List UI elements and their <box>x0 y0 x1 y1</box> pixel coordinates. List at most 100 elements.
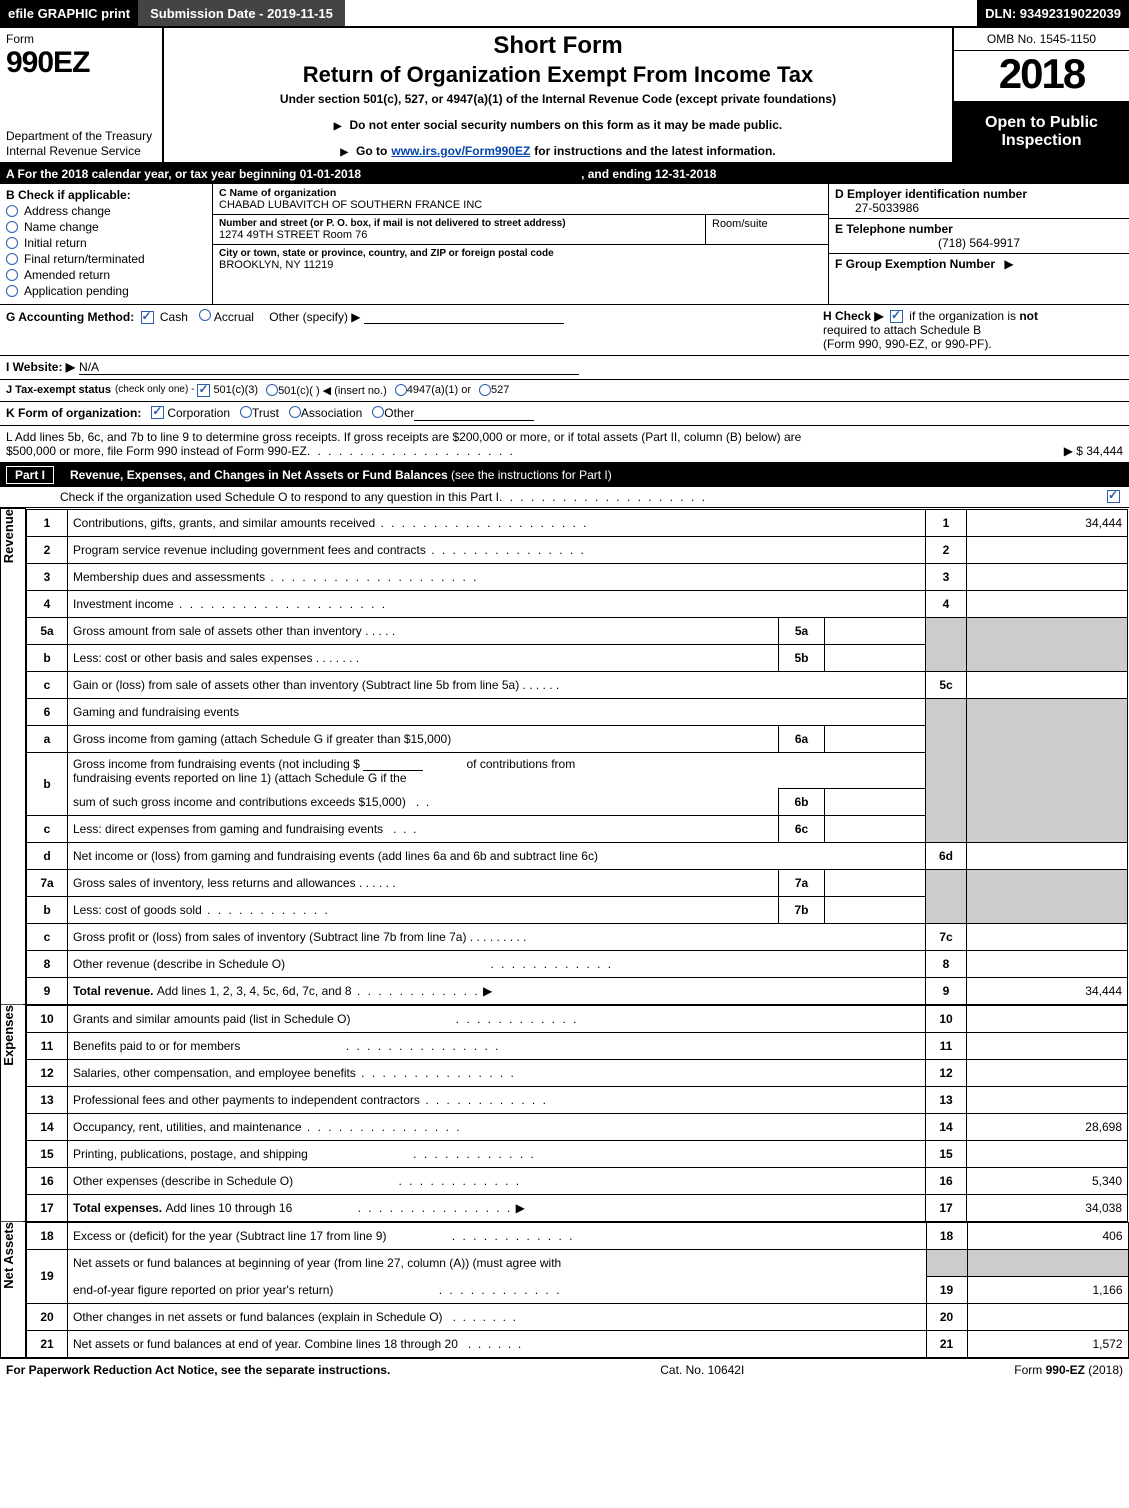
radio-trust[interactable] <box>240 406 252 418</box>
arrow-icon <box>334 118 346 132</box>
line-7a: 7a Gross sales of inventory, less return… <box>27 869 1128 896</box>
amt-5a <box>825 617 926 644</box>
amt-5b <box>825 644 926 671</box>
radio-501c[interactable] <box>266 384 278 396</box>
amt-12 <box>967 1059 1128 1086</box>
efile-label: efile GRAPHIC print <box>8 6 130 21</box>
line-17: 17 Total expenses. Add lines 10 through … <box>27 1194 1128 1221</box>
page-footer: For Paperwork Reduction Act Notice, see … <box>0 1358 1129 1381</box>
section-b-c-d: B Check if applicable: Address change Na… <box>0 184 1129 305</box>
other-specify-field[interactable] <box>364 309 564 324</box>
radio-name-change[interactable] <box>6 221 18 233</box>
part-1-table: Revenue 1 Contributions, gifts, grants, … <box>0 508 1129 1358</box>
gross-receipts-amount: $ 34,444 <box>1076 444 1123 458</box>
arrow-icon <box>340 144 352 158</box>
submission-date-button[interactable]: Submission Date - 2019-11-15 <box>138 0 345 26</box>
other-org-field[interactable] <box>414 406 534 421</box>
checkbox-h[interactable] <box>890 310 903 323</box>
open-to-public: Open to Public Inspection <box>954 102 1129 162</box>
line-2: 2 Program service revenue including gove… <box>27 536 1128 563</box>
line-21: 21 Net assets or fund balances at end of… <box>27 1330 1129 1357</box>
radio-amended-return[interactable] <box>6 269 18 281</box>
org-address: 1274 49TH STREET Room 76 <box>219 229 699 241</box>
radio-application-pending[interactable] <box>6 285 18 297</box>
footer-center: Cat. No. 10642I <box>660 1363 744 1377</box>
checkbox-corporation[interactable] <box>151 406 164 419</box>
addr-label: Number and street (or P. O. box, if mail… <box>219 218 695 229</box>
amt-16: 5,340 <box>967 1167 1128 1194</box>
amt-15 <box>967 1140 1128 1167</box>
radio-4947[interactable] <box>395 384 407 396</box>
amt-11 <box>967 1032 1128 1059</box>
radio-initial-return[interactable] <box>6 237 18 249</box>
i-website-row: I Website: ▶ N/A <box>0 356 1129 380</box>
g-label: G Accounting Method: <box>6 310 134 324</box>
h-check-box: H Check ▶ if the organization is not req… <box>813 309 1123 351</box>
line-1: 1 Contributions, gifts, grants, and simi… <box>27 509 1128 536</box>
part-1-label: Part I <box>6 466 54 484</box>
amt-20 <box>967 1303 1128 1330</box>
amt-2 <box>967 536 1128 563</box>
amt-9: 34,444 <box>967 977 1128 1004</box>
amt-1: 34,444 <box>967 509 1128 536</box>
line-20: 20 Other changes in net assets or fund b… <box>27 1303 1129 1330</box>
radio-accrual[interactable] <box>199 309 211 321</box>
footer-left: For Paperwork Reduction Act Notice, see … <box>6 1363 390 1377</box>
checkbox-schedule-o[interactable] <box>1107 490 1120 503</box>
amt-7a <box>825 869 926 896</box>
line-5a: 5a Gross amount from sale of assets othe… <box>27 617 1128 644</box>
radio-other-org[interactable] <box>372 406 384 418</box>
short-form-title: Short Form <box>493 32 622 60</box>
amt-14: 28,698 <box>967 1113 1128 1140</box>
amt-5c <box>967 671 1128 698</box>
line-9: 9 Total revenue. Add lines 1, 2, 3, 4, 5… <box>27 977 1128 1004</box>
header-left: Form 990EZ Department of the Treasury In… <box>0 28 164 162</box>
line-7c: c Gross profit or (loss) from sales of i… <box>27 923 1128 950</box>
efile-print-button[interactable]: efile GRAPHIC print <box>0 0 138 26</box>
department-label: Department of the Treasury Internal Reve… <box>6 129 156 158</box>
part-1-check-o: Check if the organization used Schedule … <box>0 487 1129 508</box>
line-5c: c Gain or (loss) from sale of assets oth… <box>27 671 1128 698</box>
radio-final-return[interactable] <box>6 253 18 265</box>
note-goto: Go to www.irs.gov/Form990EZ for instruct… <box>340 144 775 158</box>
line-13: 13 Professional fees and other payments … <box>27 1086 1128 1113</box>
note-ssn: Do not enter social security numbers on … <box>334 118 782 132</box>
amt-7c <box>967 923 1128 950</box>
line-6d: d Net income or (loss) from gaming and f… <box>27 842 1128 869</box>
ein-value: 27-5033986 <box>835 201 1123 215</box>
amt-17: 34,038 <box>967 1194 1128 1221</box>
omb-number: OMB No. 1545-1150 <box>954 28 1129 51</box>
tax-year: 2018 <box>954 51 1129 102</box>
return-title: Return of Organization Exempt From Incom… <box>303 62 814 88</box>
footer-right: Form 990-EZ (2018) <box>1014 1363 1123 1377</box>
phone-value: (718) 564-9917 <box>835 236 1123 250</box>
line-10: 10 Grants and similar amounts paid (list… <box>27 1005 1128 1032</box>
radio-527[interactable] <box>479 384 491 396</box>
line-19: 19 Net assets or fund balances at beginn… <box>27 1249 1129 1276</box>
city-label: City or town, state or province, country… <box>219 248 818 259</box>
d-label: D Employer identification number <box>835 187 1123 201</box>
expenses-side-label: Expenses <box>1 1005 23 1066</box>
org-name: CHABAD LUBAVITCH OF SOUTHERN FRANCE INC <box>219 199 822 211</box>
c-label: C Name of organization <box>219 187 336 199</box>
irs-link[interactable]: www.irs.gov/Form990EZ <box>391 144 530 158</box>
amt-6a <box>825 725 926 752</box>
line-19b: end-of-year figure reported on prior yea… <box>27 1276 1129 1303</box>
amt-13 <box>967 1086 1128 1113</box>
org-city: BROOKLYN, NY 11219 <box>219 259 822 271</box>
net-assets-side-label: Net Assets <box>1 1222 23 1289</box>
org-info: C Name of organization CHABAD LUBAVITCH … <box>213 184 828 304</box>
checkbox-cash[interactable] <box>141 311 154 324</box>
k-form-org-row: K Form of organization: Corporation Trus… <box>0 402 1129 426</box>
radio-association[interactable] <box>289 406 301 418</box>
top-bar: efile GRAPHIC print Submission Date - 20… <box>0 0 1129 28</box>
amt-19: 1,166 <box>967 1276 1128 1303</box>
line-3: 3 Membership dues and assessments 3 <box>27 563 1128 590</box>
radio-address-change[interactable] <box>6 205 18 217</box>
room-suite: Room/suite <box>705 215 828 244</box>
line-6: 6 Gaming and fundraising events <box>27 698 1128 725</box>
e-label: E Telephone number <box>835 222 1123 236</box>
checkbox-501c3[interactable] <box>197 384 210 397</box>
contrib-amount-field[interactable] <box>363 756 423 771</box>
amt-6d <box>967 842 1128 869</box>
